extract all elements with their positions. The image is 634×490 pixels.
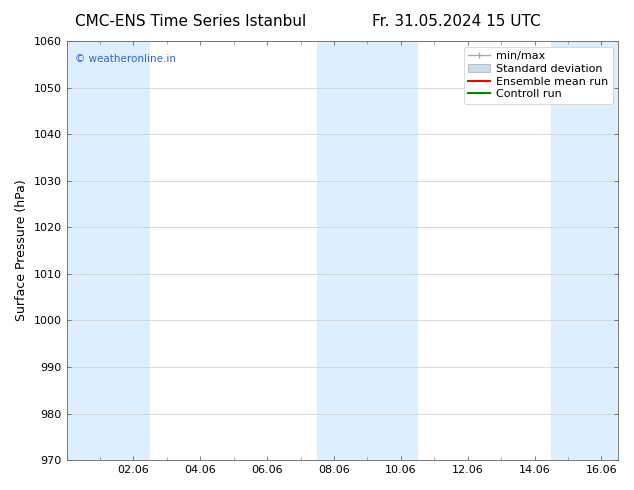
Text: Fr. 31.05.2024 15 UTC: Fr. 31.05.2024 15 UTC xyxy=(372,14,541,29)
Bar xyxy=(317,41,367,460)
Text: © weatheronline.in: © weatheronline.in xyxy=(75,53,176,64)
Bar xyxy=(67,41,100,460)
Text: CMC-ENS Time Series Istanbul: CMC-ENS Time Series Istanbul xyxy=(75,14,306,29)
Bar xyxy=(100,41,150,460)
Bar xyxy=(551,41,618,460)
Y-axis label: Surface Pressure (hPa): Surface Pressure (hPa) xyxy=(15,180,28,321)
Bar xyxy=(367,41,418,460)
Legend: min/max, Standard deviation, Ensemble mean run, Controll run: min/max, Standard deviation, Ensemble me… xyxy=(463,47,612,104)
